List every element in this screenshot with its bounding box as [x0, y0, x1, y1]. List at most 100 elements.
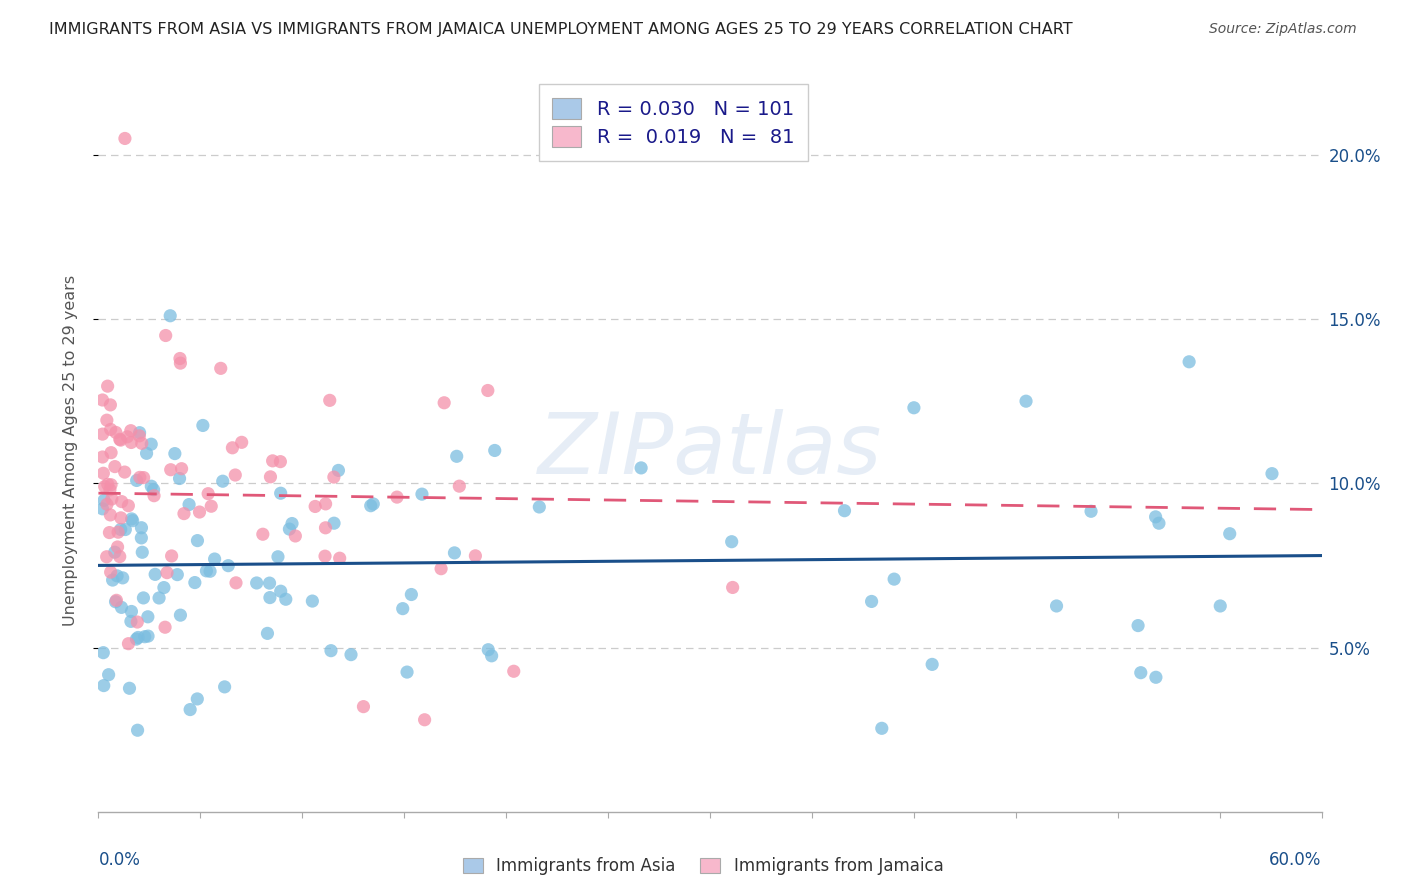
Point — [721, 581, 744, 595]
Point — [401, 587, 423, 601]
Point — [100, 445, 122, 459]
Point — [270, 584, 292, 599]
Point — [391, 601, 413, 615]
Point — [860, 594, 883, 608]
Point — [120, 424, 142, 438]
Point — [110, 523, 132, 537]
Point — [91, 450, 114, 464]
Point — [225, 575, 247, 590]
Point — [274, 592, 297, 607]
Point — [169, 356, 191, 370]
Point — [110, 511, 132, 525]
Point — [430, 562, 453, 576]
Point — [315, 521, 337, 535]
Point — [304, 500, 326, 514]
Point — [125, 632, 148, 646]
Point — [128, 470, 150, 484]
Point — [1147, 516, 1170, 531]
Point — [169, 351, 191, 366]
Point — [93, 479, 115, 493]
Point — [93, 467, 115, 481]
Point — [433, 396, 456, 410]
Point — [319, 643, 342, 657]
Point — [114, 131, 136, 145]
Point — [132, 470, 155, 484]
Point — [385, 490, 408, 504]
Point — [141, 479, 163, 493]
Point — [163, 447, 186, 461]
Point — [1209, 599, 1232, 613]
Point — [105, 593, 128, 607]
Point — [186, 692, 208, 706]
Point — [114, 523, 136, 537]
Point — [252, 527, 274, 541]
Point — [464, 549, 486, 563]
Point — [301, 594, 323, 608]
Point — [91, 646, 114, 660]
Point — [319, 393, 342, 408]
Point — [284, 529, 307, 543]
Text: 60.0%: 60.0% — [1270, 852, 1322, 870]
Point — [278, 522, 301, 536]
Point — [96, 497, 118, 511]
Point — [221, 441, 243, 455]
Point — [214, 680, 236, 694]
Point — [166, 567, 188, 582]
Point — [127, 615, 149, 629]
Point — [262, 454, 284, 468]
Point — [186, 533, 208, 548]
Text: Source: ZipAtlas.com: Source: ZipAtlas.com — [1209, 22, 1357, 37]
Point — [110, 600, 132, 615]
Point — [117, 637, 139, 651]
Point — [108, 549, 131, 564]
Point — [143, 489, 166, 503]
Point — [870, 722, 893, 736]
Point — [1178, 355, 1201, 369]
Point — [322, 470, 344, 484]
Point — [153, 581, 176, 595]
Point — [1015, 394, 1038, 409]
Point — [108, 432, 131, 446]
Point — [118, 681, 141, 696]
Point — [179, 702, 201, 716]
Point — [97, 667, 120, 681]
Point — [101, 573, 124, 587]
Point — [98, 525, 121, 540]
Point — [360, 499, 382, 513]
Point — [127, 631, 149, 645]
Point — [1144, 670, 1167, 684]
Point — [411, 487, 433, 501]
Point — [104, 425, 127, 440]
Point — [100, 565, 122, 579]
Point — [131, 436, 153, 450]
Point — [197, 486, 219, 500]
Point — [1261, 467, 1284, 481]
Point — [720, 534, 742, 549]
Point — [169, 608, 191, 623]
Point — [131, 521, 153, 535]
Point — [100, 398, 122, 412]
Point — [101, 491, 124, 506]
Point — [91, 392, 114, 407]
Point — [323, 516, 346, 531]
Point — [136, 629, 159, 643]
Point — [136, 609, 159, 624]
Point — [177, 498, 200, 512]
Point — [921, 657, 943, 672]
Point — [96, 549, 118, 564]
Point — [315, 497, 337, 511]
Point — [128, 425, 150, 440]
Point — [107, 540, 129, 554]
Point — [100, 477, 122, 491]
Point — [135, 446, 157, 460]
Point — [1219, 526, 1241, 541]
Point — [153, 620, 176, 634]
Point — [630, 461, 652, 475]
Point — [231, 435, 253, 450]
Point — [269, 455, 291, 469]
Point — [104, 459, 127, 474]
Point — [114, 465, 136, 479]
Point — [91, 427, 114, 442]
Point — [259, 576, 281, 591]
Point — [188, 505, 211, 519]
